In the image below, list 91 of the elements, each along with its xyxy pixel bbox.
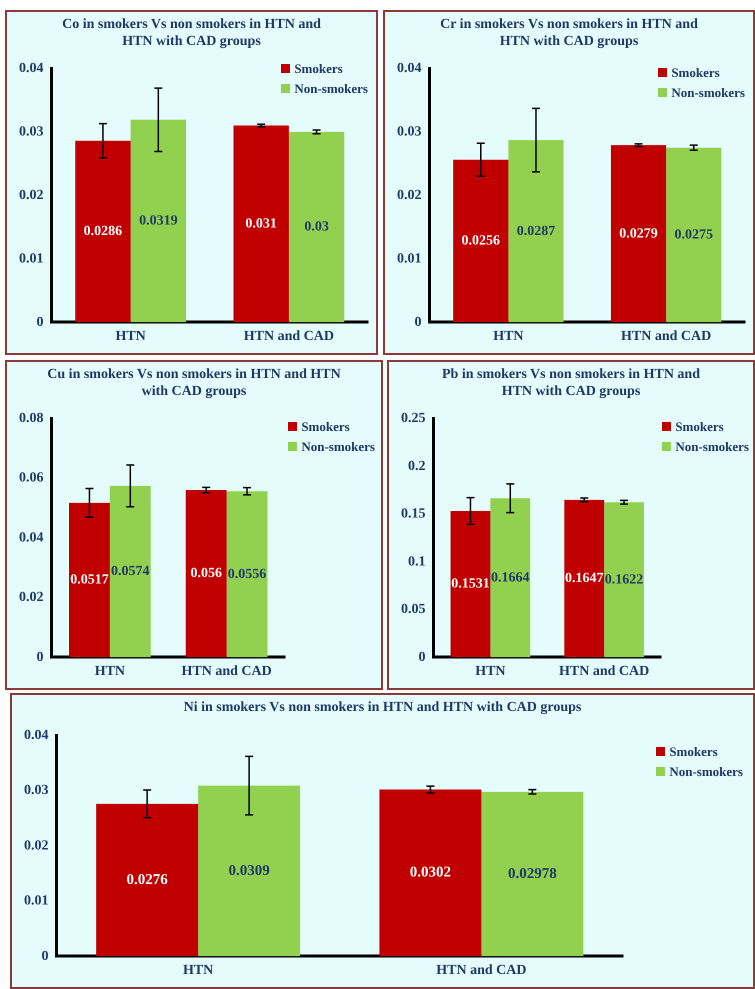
bar [69,502,110,658]
x-tick-label: HTN and CAD [244,329,334,344]
y-tick-label: 0.01 [397,251,422,266]
data-label: 0.1622 [604,572,644,588]
data-label: 0.0556 [228,566,266,582]
data-label: 0.056 [190,566,222,582]
data-label: 0.0279 [619,226,658,242]
chart-title: Ni in smokers Vs non smokers in HTN and HTN with CAD groups [182,699,582,716]
y-tick-label: 0.05 [401,602,426,618]
x-tick-label: HTN and CAD [621,329,712,344]
y-tick-label: 0.01 [24,894,48,909]
legend-label: Smokers [301,419,350,434]
y-tick-label: 0.02 [19,188,44,203]
bar [226,491,268,658]
x-tick-label: HTN and CAD [559,664,650,680]
data-label: 0.03 [304,220,329,235]
y-tick-label: 0.06 [19,470,44,486]
data-label: 0.0275 [674,228,713,243]
data-label: 0.0287 [516,224,556,239]
x-tick-label: HTN and CAD [182,664,272,680]
y-tick-label: 0 [36,650,44,665]
x-tick-label: HTN [182,963,214,978]
y-tick-label: 0.02 [397,188,422,203]
bar [75,140,131,322]
x-tick-label: HTN [493,329,524,344]
chart-title: Cu in smokers Vs non smokers in HTN and HTN with CAD groups [46,366,342,400]
data-label: 0.0256 [462,234,500,249]
y-tick-label: 0 [42,948,48,964]
x-tick-label: HTN [475,664,506,680]
y-tick-label: 0 [414,314,422,330]
x-tick-label: HTN [94,664,126,680]
legend-label: Non-smokers [301,439,375,454]
data-label: 0.0517 [70,572,109,588]
y-tick-label: 0.01 [19,251,44,266]
y-tick-label: 0.03 [397,124,422,140]
data-label: 0.0319 [139,214,178,229]
bar [481,792,584,956]
legend-label: Non-smokers [669,764,743,779]
bar [604,502,644,658]
legend-label: Non-smokers [675,439,749,454]
y-tick-label: 0.03 [19,124,44,140]
data-label: 0.1531 [451,576,490,592]
y-tick-label: 0.04 [397,61,422,76]
bar [288,132,344,322]
y-tick-label: 0 [418,650,426,665]
y-tick-label: 0.08 [19,411,44,426]
data-label: 0.1664 [491,570,530,586]
bar [130,120,186,322]
bar [666,148,722,322]
legend-label: Smokers [675,419,724,434]
x-tick-label: HTN [115,329,146,344]
bar [610,145,666,322]
y-tick-label: 0.04 [19,61,44,76]
bar [450,510,490,658]
y-tick-label: 0 [36,314,44,330]
data-label: 0.0302 [410,864,452,881]
data-label: 0.1647 [564,571,604,586]
y-tick-label: 0.15 [401,506,426,522]
chart-title: Co in smokers Vs non smokers in HTN and HTN with CAD groups [61,16,322,50]
legend-label: Smokers [294,61,343,76]
bar [379,789,482,956]
legend-label: Smokers [671,65,720,80]
y-tick-label: 0.2 [408,458,426,474]
legend-label: Non-smokers [671,85,745,100]
data-label: 0.0574 [111,564,150,580]
y-tick-label: 0.04 [24,728,48,744]
chart-title: Cr in smokers Vs non smokers in HTN and HTN with CAD groups [439,16,699,50]
data-label: 0.031 [245,216,277,232]
legend-label: Smokers [669,744,718,759]
bar [490,498,530,658]
bar [508,140,564,322]
y-tick-label: 0.25 [401,411,426,426]
y-tick-label: 0.04 [19,530,44,546]
x-tick-label: HTN and CAD [436,963,526,978]
y-tick-label: 0.1 [408,554,426,570]
bar [198,786,300,956]
y-tick-label: 0.03 [24,783,48,798]
bar [453,160,508,322]
bar [233,126,289,322]
chart-title: Pb in smokers Vs non smokers in HTN and HTN with CAD groups [440,366,702,400]
data-label: 0.0286 [84,224,122,240]
data-label: 0.0309 [228,862,270,879]
y-tick-label: 0.02 [24,838,48,854]
legend-label: Non-smokers [294,81,368,96]
bar [564,500,604,658]
bar [96,804,198,956]
y-tick-label: 0.02 [19,590,44,606]
bar [186,490,227,658]
data-label: 0.02978 [508,866,557,882]
data-label: 0.0276 [126,872,168,888]
bar [110,486,151,658]
